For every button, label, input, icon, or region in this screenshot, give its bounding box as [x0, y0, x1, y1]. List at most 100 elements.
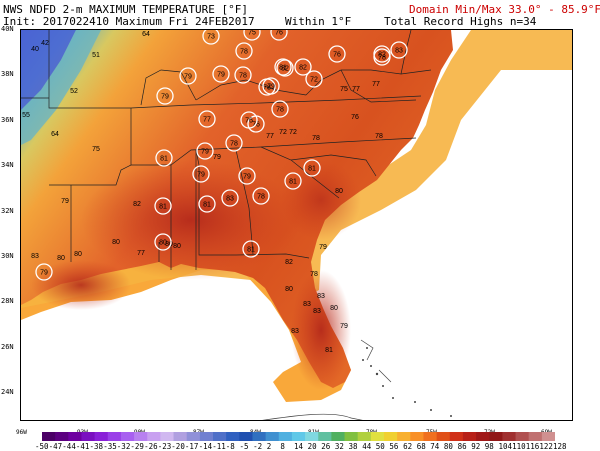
- record-ring: [192, 165, 210, 183]
- record-marker: 81: [198, 195, 216, 213]
- record-ring: [373, 45, 391, 63]
- record-marker: 78: [252, 187, 270, 205]
- record-value: 75: [248, 30, 256, 37]
- hot-region: [281, 160, 361, 240]
- record-marker: 72: [305, 70, 323, 88]
- record-value: 81: [159, 204, 167, 211]
- temperature-value: 80: [335, 188, 343, 195]
- colorbar-swatch: [489, 432, 503, 441]
- map-title: NWS NDFD 2-m MAXIMUM TEMPERATURE [°F]: [3, 3, 249, 16]
- colorbar-swatch: [384, 432, 398, 441]
- colorbar-tick-label: 8: [280, 442, 285, 451]
- temperature-value: 78: [310, 271, 318, 278]
- colorbar-tick-label: 62: [403, 442, 413, 451]
- bahamas-coast: [360, 339, 392, 383]
- temperature-value: 42: [41, 40, 49, 47]
- lat-label: 24N: [1, 388, 14, 396]
- temperature-value: 82: [133, 201, 141, 208]
- record-marker: 81: [303, 159, 321, 177]
- record-ring: [234, 66, 252, 84]
- colorbar-swatch: [42, 432, 56, 441]
- domain-min-max: Domain Min/Max 33.0° - 85.9°F: [409, 3, 600, 16]
- colorbar-tick-label: 86: [457, 442, 467, 451]
- record-value: 82: [378, 52, 386, 59]
- colorbar-swatch: [476, 432, 490, 441]
- temperature-value: 82: [285, 259, 293, 266]
- atlantic-warm-water: [21, 30, 572, 308]
- temperature-value: 79: [213, 154, 221, 161]
- temperature-value: 80: [112, 239, 120, 246]
- colorbar: [42, 432, 555, 441]
- record-ring: [154, 233, 172, 251]
- colorbar-swatch: [278, 432, 293, 441]
- temperature-value: 51: [92, 52, 100, 59]
- lat-label: 28N: [1, 297, 14, 305]
- record-marker: 81: [274, 58, 292, 76]
- colorbar-swatch: [134, 432, 148, 441]
- temperature-value: 79: [340, 323, 348, 330]
- temperature-value: 83: [303, 301, 311, 308]
- record-ring: [221, 189, 239, 207]
- record-ring: [156, 87, 174, 105]
- temperature-value: 77: [137, 250, 145, 257]
- record-value: 81: [160, 156, 168, 163]
- temperature-value: 64: [142, 31, 150, 38]
- colorbar-tick-label: 68: [416, 442, 426, 451]
- record-marker: 79: [192, 165, 210, 183]
- record-value: 76: [333, 52, 341, 59]
- colorbar-tick-label: -26: [144, 442, 158, 451]
- lat-label: 30N: [1, 252, 14, 260]
- record-ring: [303, 159, 321, 177]
- record-value: 72: [310, 77, 318, 84]
- temperature-value: 79: [319, 244, 327, 251]
- colorbar-tick-label: 74: [430, 442, 440, 451]
- record-ring: [242, 240, 260, 258]
- record-value: 78: [276, 107, 284, 114]
- colorbar-tick-label: -32: [116, 442, 131, 451]
- colorbar-swatch: [449, 432, 464, 441]
- colorbar-tick-label: 32: [334, 442, 344, 451]
- record-value: 81: [279, 65, 287, 72]
- record-value: 79: [267, 84, 275, 91]
- record-ring: [390, 41, 408, 59]
- temperature-value: 75: [92, 146, 100, 153]
- temperature-value: 76: [351, 114, 359, 121]
- colorbar-tick-label: -8: [225, 442, 235, 451]
- record-ring: [271, 100, 289, 118]
- temperature-value: 81: [325, 347, 333, 354]
- colorbar-tick-label: 104: [498, 442, 513, 451]
- record-marker: 77: [198, 110, 216, 128]
- record-ring: [235, 42, 253, 60]
- record-value: 78: [257, 194, 265, 201]
- colorbar-tick-label: -38: [89, 442, 104, 451]
- colorbar-tick-label: -14: [198, 442, 213, 451]
- colorbar-swatch: [55, 432, 69, 441]
- temperature-value: 83: [31, 253, 39, 260]
- colorbar-tick-label: -5: [239, 442, 249, 451]
- colorbar-swatch: [528, 432, 543, 441]
- colorbar-swatch: [291, 432, 306, 441]
- colorbar-swatch: [541, 432, 555, 441]
- temperature-value: 80: [57, 255, 65, 262]
- record-marker: 81: [154, 197, 172, 215]
- colorbar-tick-label: 116: [525, 442, 540, 451]
- temperature-value: 77: [266, 133, 274, 140]
- record-value: 78: [263, 85, 271, 92]
- record-value: 79: [161, 94, 169, 101]
- record-value: 81: [289, 179, 297, 186]
- colorbar-tick-label: 50: [375, 442, 385, 451]
- colorbar-swatch: [331, 432, 346, 441]
- record-value: 79: [184, 74, 192, 81]
- colorbar-tick-label: 92: [471, 442, 481, 451]
- colorbar-swatch: [318, 432, 332, 441]
- record-marker: 75: [243, 30, 261, 41]
- temperature-map: 40 42 51 64 52 55 64 75 79 82 83 80 80 80 77 80 80 79 72 75…: [20, 29, 573, 421]
- record-ring: [238, 167, 256, 185]
- colorbar-tick-label: 122: [539, 442, 553, 451]
- colorbar-swatch: [173, 432, 188, 441]
- colorbar-tick-label: 38: [348, 442, 358, 451]
- lat-label: 34N: [1, 161, 14, 169]
- colorbar-tick-label: 2: [266, 442, 272, 451]
- colorbar-tick-label: 80: [443, 442, 453, 451]
